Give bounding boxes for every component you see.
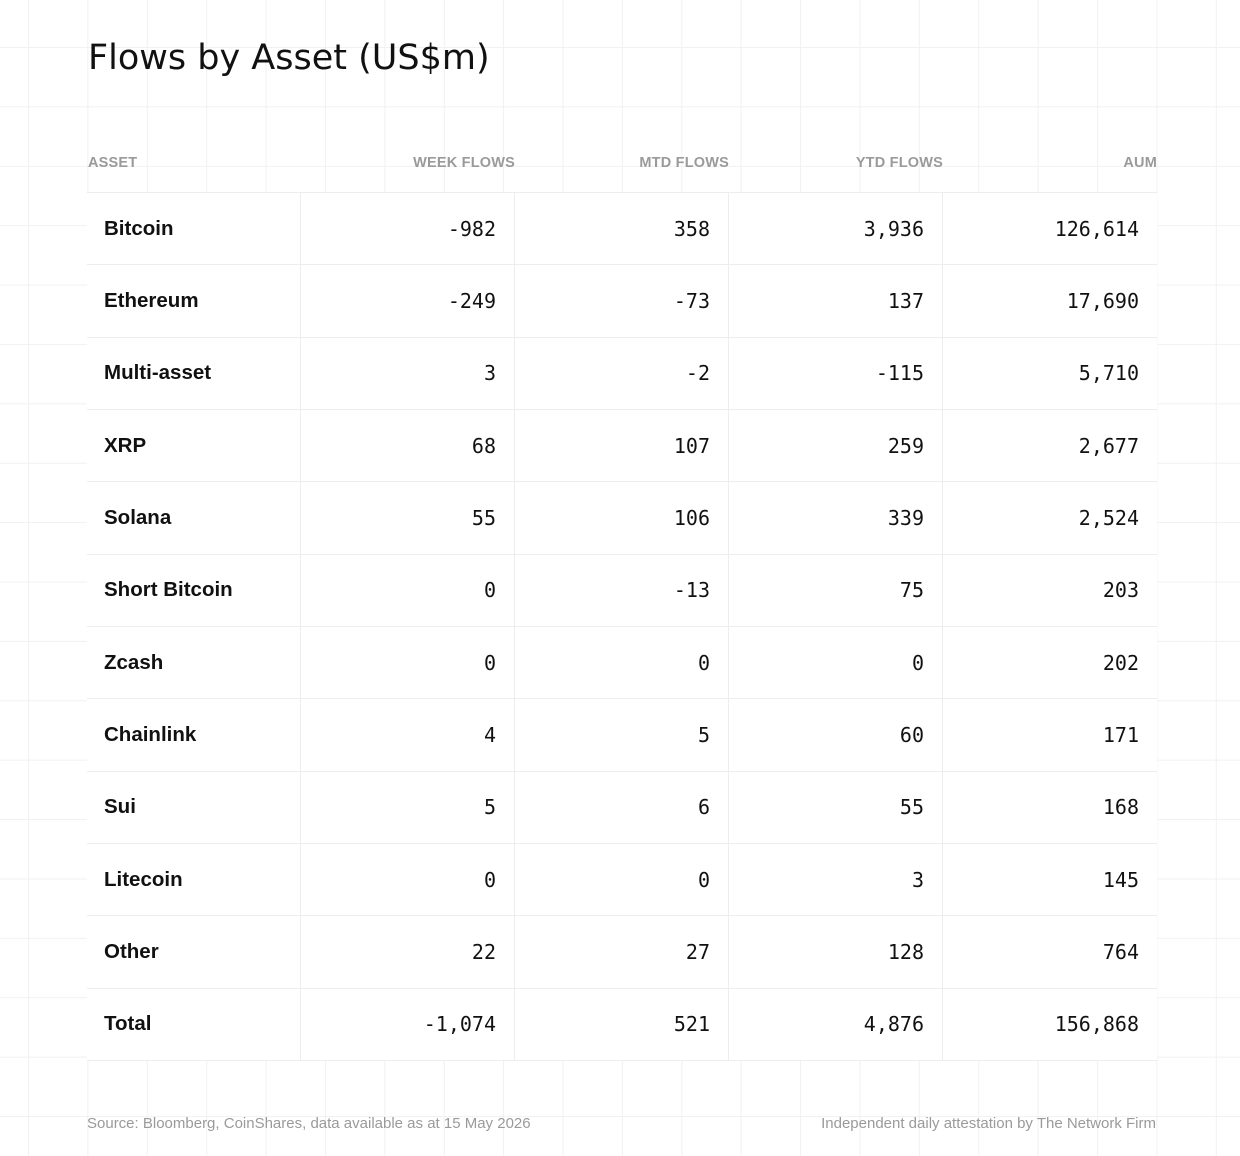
aum-cell: 764 — [1102, 939, 1139, 964]
aum-cell: 203 — [1102, 578, 1139, 603]
ytd-flows-cell: 259 — [729, 409, 943, 482]
asset-name-cell: Chainlink — [87, 699, 301, 771]
ytd-flows-cell: 75 — [729, 554, 943, 626]
mtd-flows-cell: 6 — [515, 771, 729, 843]
table-header: ASSET WEEK FLOWS MTD FLOWS YTD FLOWS AUM — [87, 150, 1157, 176]
mtd-flows-cell: 106 — [515, 482, 729, 554]
aum-cell: 5,710 — [1078, 361, 1139, 386]
week-flows-cell: 0 — [301, 626, 515, 699]
week-flows-cell: 55 — [301, 482, 515, 554]
table-row: Total -1,074 521 4,876 156,868 — [87, 988, 1157, 1061]
aum-cell: 126,614 — [1054, 216, 1139, 241]
mtd-flows-cell: -73 — [515, 265, 729, 337]
ytd-flows-cell: 60 — [729, 699, 943, 771]
week-flows-cell: 3 — [301, 337, 515, 409]
week-flows-cell: 22 — [301, 916, 515, 988]
asset-name-cell: Sui — [87, 771, 301, 843]
mtd-flows-cell: 5 — [515, 699, 729, 771]
asset-name-cell: Multi-asset — [87, 337, 301, 409]
column-header-mtd-flows: MTD FLOWS — [639, 155, 729, 171]
table-row: Zcash 0 0 0 202 — [87, 626, 1157, 700]
ytd-flows-cell: 128 — [729, 916, 943, 988]
week-flows-cell: -982 — [301, 193, 515, 265]
ytd-flows-cell: -115 — [729, 337, 943, 409]
table-row: Other 22 27 128 764 — [87, 916, 1157, 989]
ytd-flows-cell: 339 — [729, 482, 943, 554]
mtd-flows-cell: 107 — [515, 409, 729, 482]
table-row: Short Bitcoin 0 -13 75 203 — [87, 554, 1157, 627]
asset-name-cell: Short Bitcoin — [87, 554, 301, 626]
source-note: Source: Bloomberg, CoinShares, data avai… — [87, 1115, 531, 1132]
asset-name-cell: XRP — [87, 409, 301, 482]
asset-name-cell: Other — [87, 916, 301, 988]
attestation-note: Independent daily attestation by The Net… — [821, 1115, 1156, 1132]
mtd-flows-cell: 0 — [515, 843, 729, 916]
ytd-flows-cell: 3,936 — [729, 193, 943, 265]
ytd-flows-cell: 3 — [729, 843, 943, 916]
table-body: Bitcoin -982 358 3,936 126,614 Ethereum -249 -7… — [87, 192, 1157, 1061]
mtd-flows-cell: -2 — [515, 337, 729, 409]
table-row: Chainlink 4 5 60 171 — [87, 699, 1157, 772]
mtd-flows-cell: 0 — [515, 626, 729, 699]
week-flows-cell: 4 — [301, 699, 515, 771]
aum-cell: 2,524 — [1078, 505, 1139, 530]
ytd-flows-cell: 0 — [729, 626, 943, 699]
aum-cell: 17,690 — [1066, 288, 1139, 313]
aum-cell: 156,868 — [1054, 1012, 1139, 1037]
table-row: Litecoin 0 0 3 145 — [87, 843, 1157, 917]
week-flows-cell: 5 — [301, 771, 515, 843]
asset-name-cell: Ethereum — [87, 265, 301, 337]
aum-cell: 145 — [1102, 867, 1139, 892]
table-row: Ethereum -249 -73 137 17,690 — [87, 265, 1157, 338]
week-flows-cell: 0 — [301, 843, 515, 916]
table-row: Multi-asset 3 -2 -115 5,710 — [87, 337, 1157, 410]
ytd-flows-cell: 55 — [729, 771, 943, 843]
mtd-flows-cell: 521 — [515, 988, 729, 1060]
week-flows-cell: 0 — [301, 554, 515, 626]
aum-cell: 168 — [1102, 795, 1139, 820]
table-row: Bitcoin -982 358 3,936 126,614 — [87, 193, 1157, 266]
ytd-flows-cell: 4,876 — [729, 988, 943, 1060]
table-row: XRP 68 107 259 2,677 — [87, 409, 1157, 483]
asset-name-cell: Solana — [87, 482, 301, 554]
asset-name-cell: Zcash — [87, 626, 301, 699]
column-header-asset: ASSET — [88, 155, 138, 171]
mtd-flows-cell: 27 — [515, 916, 729, 988]
asset-name-cell: Litecoin — [87, 843, 301, 916]
ytd-flows-cell: 137 — [729, 265, 943, 337]
asset-name-cell: Bitcoin — [87, 193, 301, 265]
column-header-aum: AUM — [1123, 155, 1157, 171]
aum-cell: 2,677 — [1078, 433, 1139, 458]
chart-title: Flows by Asset (US$m) — [88, 38, 490, 78]
table-row: Sui 5 6 55 168 — [87, 771, 1157, 844]
aum-cell: 202 — [1102, 650, 1139, 675]
mtd-flows-cell: 358 — [515, 193, 729, 265]
asset-name-cell: Total — [87, 988, 301, 1060]
column-header-week-flows: WEEK FLOWS — [413, 155, 515, 171]
column-header-ytd-flows: YTD FLOWS — [855, 155, 943, 171]
aum-cell: 171 — [1102, 722, 1139, 747]
week-flows-cell: -249 — [301, 265, 515, 337]
week-flows-cell: 68 — [301, 409, 515, 482]
mtd-flows-cell: -13 — [515, 554, 729, 626]
week-flows-cell: -1,074 — [301, 988, 515, 1060]
table-row: Solana 55 106 339 2,524 — [87, 482, 1157, 555]
